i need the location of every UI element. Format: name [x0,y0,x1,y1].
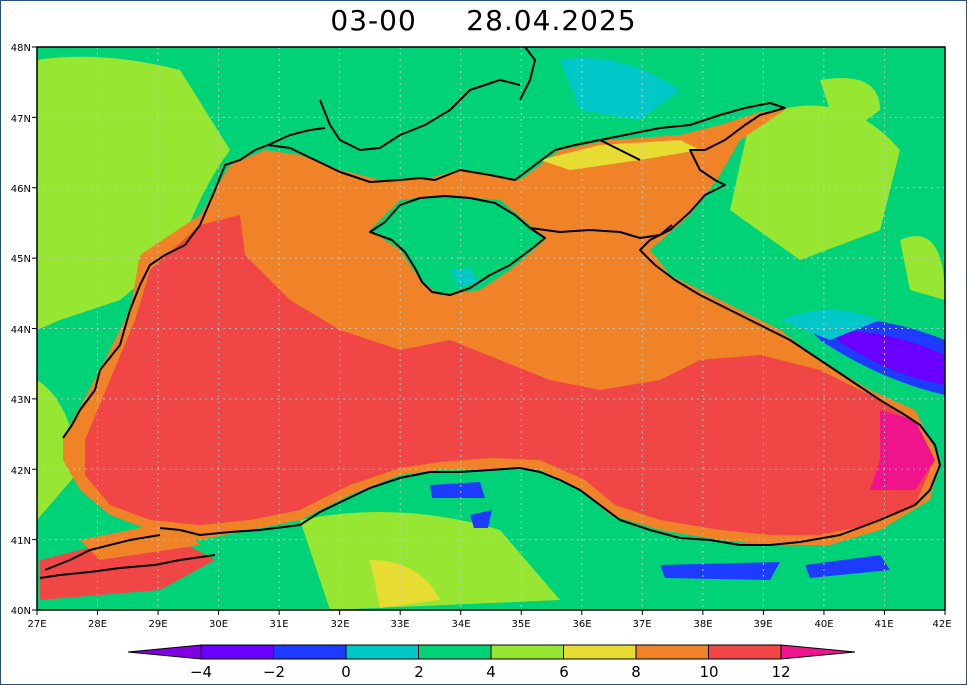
land-patch-cool-north [560,58,680,120]
lat-label: 41N [11,536,31,547]
crimea-cool-spot [450,268,478,288]
lon-label: 27E [27,619,46,630]
land-patch-northeast [820,78,880,140]
colorbar-label: −2 [263,663,285,681]
azov-north-edge [540,140,700,170]
land-patch-cold-4 [805,555,890,578]
forecast-date: 28.04.2025 [466,4,637,37]
lon-label: 42E [932,619,951,630]
lon-label: 36E [572,619,591,630]
colorbar-label: 12 [771,663,790,681]
land-patch-cold-1 [430,482,485,498]
longitude-axis: 27E 28E 29E 30E 31E 32E 33E 34E 35E 36E … [27,619,951,630]
land-patch-coldest [830,330,945,385]
sea-hot-core [85,215,930,535]
colorbar-segment [200,644,274,660]
temperature-field [37,47,945,610]
land-patch-west [37,56,230,331]
lon-label: 28E [88,619,107,630]
lon-label: 31E [269,619,288,630]
lat-label: 46N [11,184,31,195]
lon-label: 34E [451,619,470,630]
colorbar-segment [490,644,564,660]
colorbar-min-arrow [127,644,202,660]
colorbar-segment [273,644,347,660]
colorbar-segment [563,644,637,660]
colorbar-segment [345,644,419,660]
latitude-axis: 40N 41N 42N 43N 44N 45N 46N 47N 48N [11,43,31,617]
land-patch-bulgaria [37,380,80,520]
land-patch-cold-2 [470,510,492,528]
axis-ticks [32,46,946,615]
colorbar-max-arrow [780,644,856,660]
colorbar-label: 10 [699,663,718,681]
land-patch-warm-south [370,560,440,608]
map-title: 03-00 28.04.2025 [0,4,967,37]
colorbar-label: 4 [486,663,496,681]
colorbar-label: −4 [190,663,212,681]
lat-label: 42N [11,466,31,477]
lat-label: 47N [11,114,31,125]
colorbar-label: 2 [414,663,424,681]
lat-label: 45N [11,254,31,265]
lon-label: 41E [874,619,893,630]
lat-label: 40N [11,606,31,617]
lat-label: 44N [11,325,31,336]
land-patch-east [730,105,900,260]
lat-label: 43N [11,395,31,406]
lon-label: 37E [632,619,651,630]
land-patch-cold-3 [660,562,780,580]
lon-label: 30E [209,619,228,630]
azov-sea [520,150,710,235]
lon-label: 33E [390,619,409,630]
lon-label: 35E [511,619,530,630]
colorbar-label: 6 [559,663,569,681]
colorbar-segment [708,644,782,660]
graticule [37,47,945,610]
lon-label: 40E [814,619,833,630]
colorbar-segment [418,644,492,660]
forecast-hour: 03-00 [330,4,417,37]
colorbar-label: 8 [631,663,641,681]
colorbar-segment [635,644,709,660]
colorbar-segments [127,644,856,660]
coastline [39,46,941,579]
land-patch-cool-east [780,310,880,340]
lon-label: 38E [693,619,712,630]
land-patch-caucasus [900,236,945,300]
lon-label: 32E [330,619,349,630]
colorbar-label: 0 [341,663,351,681]
land-patch-anatolia [300,512,560,610]
sea-hottest-east [870,410,935,490]
lon-label: 39E [753,619,772,630]
lon-label: 29E [148,619,167,630]
colorbar: −4 −2 0 2 4 6 8 10 12 [127,644,856,681]
lat-label: 48N [11,43,31,54]
